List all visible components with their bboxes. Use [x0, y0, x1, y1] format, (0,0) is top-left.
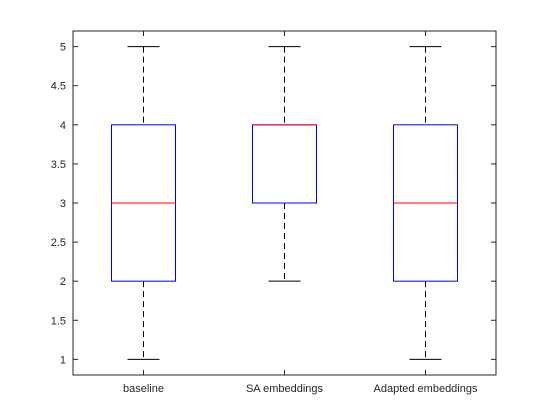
y-tick-label: 4.5 [51, 81, 66, 93]
y-tick-label: 1.5 [51, 315, 66, 327]
y-tick-label: 2.5 [51, 237, 66, 249]
y-tick-label: 4 [60, 120, 66, 132]
x-axis: baseline SA embeddings Adapted embeddings [123, 31, 478, 395]
x-tick-label: Adapted embeddings [374, 383, 478, 395]
x-tick-label: baseline [123, 383, 164, 395]
y-tick-label: 2 [60, 276, 66, 288]
x-tick-label: SA embeddings [246, 383, 324, 395]
y-tick-label: 5 [60, 42, 66, 54]
box-marks [111, 46, 458, 360]
y-tick-label: 3.5 [51, 159, 66, 171]
y-tick-label: 1 [60, 354, 66, 366]
y-tick-label: 3 [60, 198, 66, 210]
box-group [111, 46, 176, 360]
box-group [252, 46, 317, 282]
box-group [393, 46, 458, 360]
y-axis: 1 1.5 2 2.5 3 3.5 4 4.5 5 [51, 42, 496, 366]
